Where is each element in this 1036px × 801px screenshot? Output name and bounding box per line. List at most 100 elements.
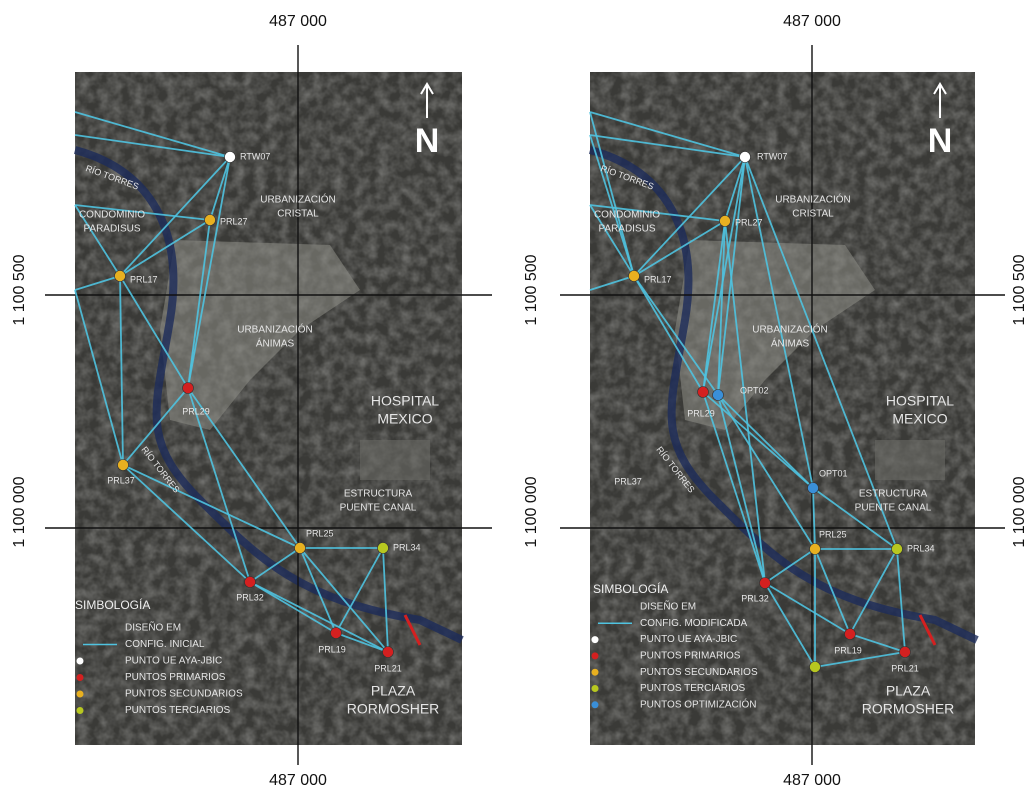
legend-item: PUNTOS SECUNDARIOS <box>125 689 243 700</box>
point-label: PRL17 <box>644 274 672 284</box>
place-label: PUENTE CANAL <box>855 503 932 514</box>
survey-point <box>629 271 640 282</box>
survey-point <box>892 544 903 555</box>
legend-symbol <box>77 674 84 681</box>
legend-symbol <box>77 707 84 714</box>
place-label: PARADISUS <box>83 224 140 235</box>
point-label: OPT02 <box>740 385 769 395</box>
point-label: PRL27 <box>220 216 248 226</box>
point-label: PRL21 <box>374 663 402 673</box>
coord-left: 1 100 500 <box>11 254 28 325</box>
place-label: URBANIZACIÓN <box>752 323 828 336</box>
coord-left: 1 100 000 <box>11 476 28 547</box>
coord-left: 1 100 000 <box>523 476 540 547</box>
place-label: PRL37 <box>614 476 642 486</box>
legend-item: PUNTOS PRIMARIOS <box>640 651 741 662</box>
legend-item: PUNTOS PRIMARIOS <box>125 672 226 683</box>
north-label: N <box>415 122 440 160</box>
point-label: PRL29 <box>687 408 715 418</box>
place-label: CONDOMINIO <box>594 210 660 221</box>
point-label: PRL32 <box>236 592 264 602</box>
point-label: PRL34 <box>907 543 935 553</box>
point-label: PRL37 <box>107 475 135 485</box>
place-label: ÁNIMAS <box>256 337 295 350</box>
survey-point <box>378 543 389 554</box>
map-figure: 487 000487 0001 100 5001 100 000NRÍO TOR… <box>0 0 1036 796</box>
point-label: PRL17 <box>130 274 158 284</box>
place-label: PARADISUS <box>598 224 655 235</box>
point-label: RTW07 <box>757 151 787 161</box>
survey-point <box>740 152 751 163</box>
legend-text: DISEÑO EM <box>125 621 181 634</box>
point-label: RTW07 <box>240 151 270 161</box>
hospital-block <box>360 440 430 480</box>
point-label: PRL19 <box>318 644 346 654</box>
place-label: PLAZA <box>371 683 416 699</box>
place-label: PUENTE CANAL <box>340 503 417 514</box>
survey-point <box>331 628 342 639</box>
place-label: CRISTAL <box>792 209 834 220</box>
place-label: MEXICO <box>377 411 432 427</box>
legend-title: SIMBOLOGÍA <box>593 581 668 596</box>
point-label: PRL21 <box>891 663 919 673</box>
place-label: URBANIZACIÓN <box>237 323 313 336</box>
place-label: URBANIZACIÓN <box>260 193 336 206</box>
survey-point <box>115 271 126 282</box>
survey-point <box>810 662 821 673</box>
point-label: PRL25 <box>819 529 847 539</box>
point-label: PRL32 <box>741 593 769 603</box>
coord-left: 1 100 500 <box>523 254 540 325</box>
legend-title: SIMBOLOGÍA <box>75 597 150 612</box>
place-label: CONDOMINIO <box>79 210 145 221</box>
legend-symbol <box>77 691 84 698</box>
coord-top: 487 000 <box>269 13 327 30</box>
point-label: PRL29 <box>182 406 210 416</box>
survey-point <box>810 544 821 555</box>
place-label: RORMOSHER <box>862 701 955 717</box>
place-label: CRISTAL <box>277 209 319 220</box>
place-label: ÁNIMAS <box>771 337 810 350</box>
place-label: URBANIZACIÓN <box>775 193 851 206</box>
coord-top: 487 000 <box>783 13 841 30</box>
legend-item: PUNTOS SECUNDARIOS <box>640 667 758 678</box>
survey-point <box>808 483 819 494</box>
point-label: PRL34 <box>393 542 421 552</box>
place-label: ESTRUCTURA <box>344 489 413 500</box>
place-label: MEXICO <box>892 411 947 427</box>
legend-symbol <box>592 685 599 692</box>
legend-text: CONFIG. INICIAL <box>125 639 205 650</box>
legend-symbol <box>592 652 599 659</box>
point-label: PRL19 <box>834 645 862 655</box>
survey-point <box>118 460 129 471</box>
legend-item: PUNTOS TERCIARIOS <box>640 683 746 694</box>
hospital-block <box>875 440 945 480</box>
survey-point <box>205 215 216 226</box>
legend-symbol <box>592 636 599 643</box>
survey-point <box>245 577 256 588</box>
legend-symbol <box>592 669 599 676</box>
legend-text: DISEÑO EM <box>640 600 696 613</box>
coord-right: 1 100 000 <box>1011 476 1028 547</box>
north-label: N <box>928 122 953 160</box>
survey-point <box>720 216 731 227</box>
survey-point <box>713 390 724 401</box>
survey-point <box>295 543 306 554</box>
survey-point <box>845 629 856 640</box>
legend-item: PUNTO UE AYA-JBIC <box>640 634 737 645</box>
place-label: PLAZA <box>886 683 931 699</box>
legend-text: CONFIG. MODIFICADA <box>640 618 748 629</box>
place-label: RORMOSHER <box>347 701 440 717</box>
survey-point <box>183 383 194 394</box>
legend-item: PUNTOS OPTIMIZACIÓN <box>640 697 757 710</box>
place-label: HOSPITAL <box>371 393 439 409</box>
legend-symbol <box>592 701 599 708</box>
point-label: PRL27 <box>735 217 763 227</box>
survey-point <box>383 647 394 658</box>
coord-bottom: 487 000 <box>783 772 841 789</box>
point-label: OPT01 <box>819 468 848 478</box>
point-label: PRL25 <box>306 528 334 538</box>
survey-point <box>698 387 709 398</box>
survey-point <box>760 578 771 589</box>
survey-point <box>900 647 911 658</box>
